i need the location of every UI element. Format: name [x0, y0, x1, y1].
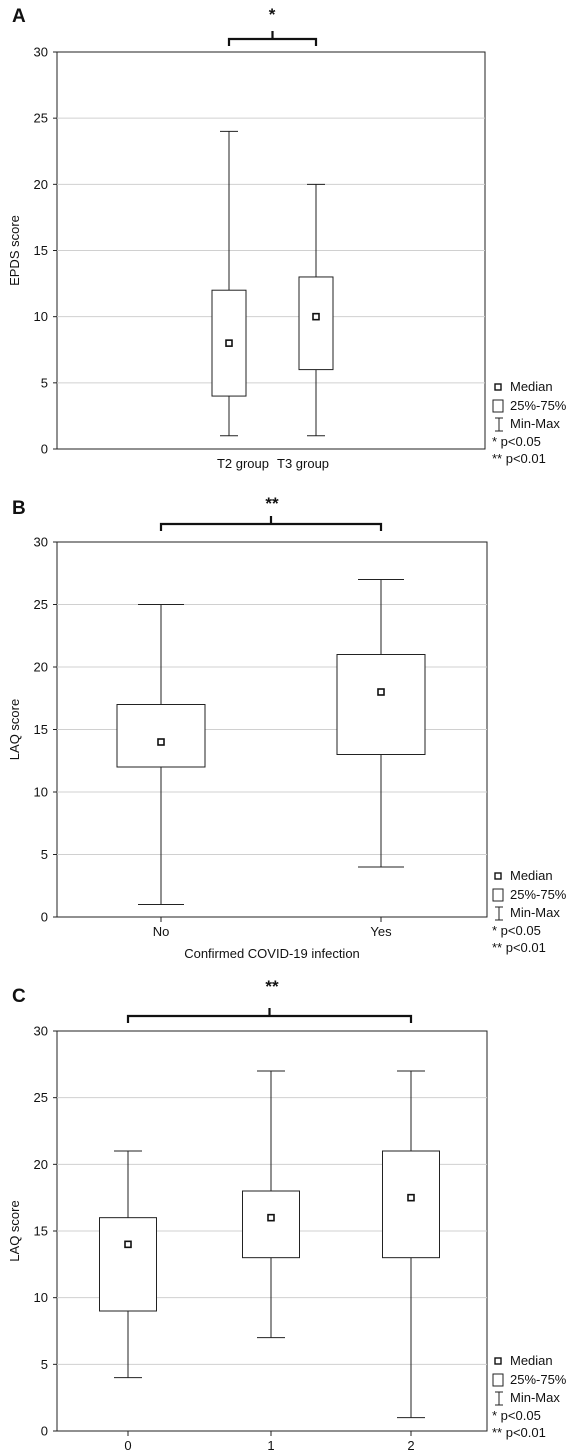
- x-tick-label: No: [153, 924, 170, 939]
- legend-note-p01: ** p<0.01: [492, 940, 546, 955]
- legend: Median 25%-75% Min-Max * p<0.05 ** p<0.01: [492, 379, 567, 466]
- x-tick-label: 2: [407, 1438, 414, 1453]
- legend-iqr-swatch: [492, 1373, 504, 1387]
- x-axis-label: Confirmed COVID-19 infection: [184, 946, 360, 961]
- median-marker: [124, 1240, 132, 1249]
- legend-range-label: Min-Max: [510, 1390, 560, 1405]
- legend-range-swatch: [495, 417, 503, 432]
- legend-iqr-swatch: [492, 399, 504, 413]
- x-tick-label: 1: [267, 1438, 274, 1453]
- y-tick-label: 15: [34, 1224, 48, 1239]
- iqr-box: [116, 704, 206, 768]
- legend: Median 25%-75% Min-Max * p<0.05 ** p<0.01: [492, 868, 567, 955]
- median-marker: [157, 738, 165, 746]
- legend-iqr-label: 25%-75%: [510, 1372, 567, 1387]
- median-marker: [407, 1193, 415, 1202]
- iqr-box: [242, 1190, 300, 1259]
- significance-label: *: [269, 5, 276, 24]
- iqr-box: [382, 1150, 440, 1259]
- legend: Median 25%-75% Min-Max * p<0.05 ** p<0.01: [492, 1353, 567, 1440]
- y-tick-label: 25: [34, 1090, 48, 1105]
- y-axis-label: EPDS score: [7, 215, 22, 286]
- box-no: [116, 604, 206, 905]
- y-tick-label: 5: [41, 375, 48, 390]
- legend-range-label: Min-Max: [510, 905, 560, 920]
- y-tick-label: 20: [34, 660, 48, 675]
- legend-median-marker: [494, 383, 502, 391]
- legend-median-label: Median: [510, 379, 553, 394]
- legend-note-p05: * p<0.05: [492, 923, 541, 938]
- significance-bracket: [159, 516, 383, 531]
- y-tick-label: 5: [41, 847, 48, 862]
- panel-a: A 0 5 10 15 20 25 30 EPDS score T2 group T3 group *…: [7, 5, 567, 471]
- iqr-box: [298, 276, 334, 371]
- y-tick-label: 10: [34, 309, 48, 324]
- median-marker: [225, 339, 233, 347]
- y-tick-label: 25: [34, 597, 48, 612]
- y-tick-label: 25: [34, 111, 48, 126]
- y-axis-label: LAQ score: [7, 1200, 22, 1261]
- significance-label: **: [265, 977, 279, 996]
- box-2: [382, 1070, 440, 1419]
- legend-iqr-swatch: [492, 888, 504, 902]
- y-tick-label: 0: [41, 910, 48, 925]
- y-tick-label: 10: [34, 1290, 48, 1305]
- legend-median-label: Median: [510, 1353, 553, 1368]
- y-tick-label: 15: [34, 243, 48, 258]
- legend-iqr-label: 25%-75%: [510, 398, 567, 413]
- legend-median-marker: [494, 872, 502, 880]
- median-marker: [377, 688, 385, 696]
- y-tick-label: 0: [41, 442, 48, 457]
- median-marker: [312, 312, 320, 321]
- y-tick-label: 20: [34, 177, 48, 192]
- y-tick-label: 30: [34, 45, 48, 60]
- legend-note-p01: ** p<0.01: [492, 1425, 546, 1440]
- iqr-box: [336, 654, 426, 755]
- y-axis-label: LAQ score: [7, 699, 22, 760]
- x-tick-label: T3 group: [277, 456, 329, 471]
- panel-letter: C: [12, 986, 26, 1007]
- box-yes: [336, 579, 426, 868]
- median-marker: [267, 1213, 275, 1222]
- box-t3-group: [298, 183, 334, 437]
- x-tick-label: 0: [124, 1438, 131, 1453]
- iqr-box: [99, 1217, 157, 1312]
- significance-bracket: [227, 31, 318, 46]
- panel-b: B 0 5 10 15 20 25 30 LAQ score No Yes Confirmed COV…: [7, 494, 567, 961]
- panel-letter: B: [12, 498, 26, 519]
- legend-range-swatch: [495, 906, 503, 921]
- legend-range-swatch: [495, 1391, 503, 1406]
- box-t2-group: [211, 130, 247, 437]
- legend-median-label: Median: [510, 868, 553, 883]
- significance-label: **: [265, 494, 279, 513]
- y-tick-label: 10: [34, 785, 48, 800]
- box-0: [99, 1150, 157, 1379]
- x-tick-label: Yes: [370, 924, 392, 939]
- y-tick-label: 30: [34, 1024, 48, 1039]
- y-tick-label: 30: [34, 535, 48, 550]
- y-tick-label: 5: [41, 1357, 48, 1372]
- y-tick-label: 0: [41, 1424, 48, 1439]
- legend-note-p01: ** p<0.01: [492, 451, 546, 466]
- legend-iqr-label: 25%-75%: [510, 887, 567, 902]
- panel-letter: A: [12, 6, 26, 27]
- y-tick-label: 20: [34, 1157, 48, 1172]
- box-1: [242, 1070, 300, 1339]
- y-tick-label: 15: [34, 722, 48, 737]
- legend-median-marker: [494, 1357, 502, 1365]
- significance-bracket: [126, 1008, 413, 1023]
- legend-range-label: Min-Max: [510, 416, 560, 431]
- legend-note-p05: * p<0.05: [492, 434, 541, 449]
- x-tick-label: T2 group: [217, 456, 269, 471]
- legend-note-p05: * p<0.05: [492, 1408, 541, 1423]
